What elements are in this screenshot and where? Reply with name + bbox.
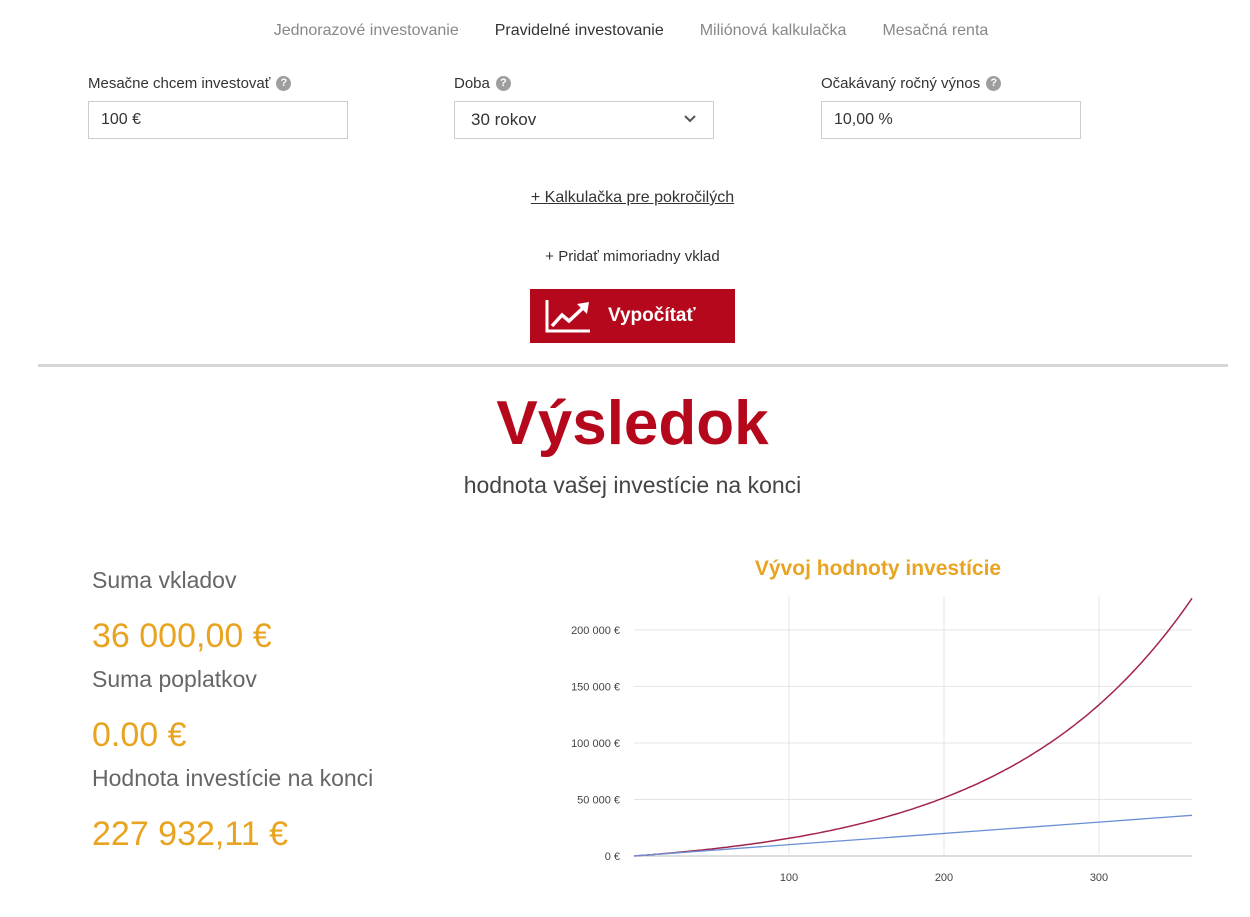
period-value: 30 rokov [471, 110, 537, 129]
deposits-label: Suma vkladov [92, 567, 237, 593]
y-tick-label: 150 000 € [571, 681, 620, 693]
chart-up-icon [545, 300, 590, 333]
tab-bar: Jednorazové investovanie Pravidelné inve… [0, 22, 1250, 40]
x-tick-label: 300 [1090, 872, 1108, 884]
x-tick-label: 100 [780, 872, 798, 884]
y-tick-label: 50 000 € [577, 794, 620, 806]
advanced-calculator-link[interactable]: + Kalkulačka pre pokročilých [530, 189, 735, 206]
monthly-input[interactable]: 100 € [88, 101, 348, 139]
y-tick-label: 200 000 € [571, 625, 620, 637]
y-tick-label: 0 € [605, 851, 620, 863]
chevron-down-icon [684, 115, 696, 123]
calculate-button[interactable]: Vypočítať [530, 289, 735, 343]
result-title: Výsledok [496, 389, 769, 458]
help-icon[interactable]: ? [986, 75, 1002, 91]
y-tick-label: 100 000 € [571, 738, 620, 750]
final-label: Hodnota investície na konci [92, 765, 374, 791]
monthly-label: Mesačne chcem investovať [88, 74, 271, 92]
period-field: Doba? 30 rokov [454, 73, 714, 139]
period-select[interactable]: 30 rokov [454, 101, 714, 139]
yield-field: Očakávaný ročný výnos? 10,00 % [821, 73, 1081, 139]
chart-title: Vývoj hodnoty investície [754, 557, 1002, 580]
monthly-field: Mesačne chcem investovať? 100 € [88, 73, 348, 139]
calculate-label: Vypočítať [608, 305, 696, 326]
divider [38, 364, 1228, 367]
tab-rent[interactable]: Mesačná renta [882, 22, 989, 39]
tab-one-time[interactable]: Jednorazové investovanie [273, 22, 459, 39]
deposits-value: 36 000,00 € [92, 617, 272, 655]
tab-million[interactable]: Miliónová kalkulačka [699, 22, 847, 39]
monthly-value: 100 € [101, 111, 142, 128]
add-extra-deposit-link[interactable]: + Pridať mimoriadny vklad [545, 248, 720, 265]
fees-label: Suma poplatkov [92, 666, 257, 692]
help-icon[interactable]: ? [495, 75, 511, 91]
period-label: Doba [454, 74, 490, 92]
series-line-value [633, 597, 1193, 857]
series-line-deposits [633, 814, 1193, 857]
yield-label: Očakávaný ročný výnos [821, 74, 981, 92]
fees-value: 0.00 € [92, 716, 187, 754]
yield-value: 10,00 % [834, 111, 893, 128]
x-tick-label: 200 [935, 872, 953, 884]
yield-input[interactable]: 10,00 % [821, 101, 1081, 139]
tab-regular[interactable]: Pravidelné investovanie [494, 22, 664, 39]
investment-chart: 0 € 50 000 € 100 000 € 150 000 € 200 000 € 10… [571, 596, 1193, 884]
help-icon[interactable]: ? [276, 75, 292, 91]
result-subtitle: hodnota vašej investície na konci [463, 472, 802, 498]
final-value: 227 932,11 € [92, 815, 288, 853]
